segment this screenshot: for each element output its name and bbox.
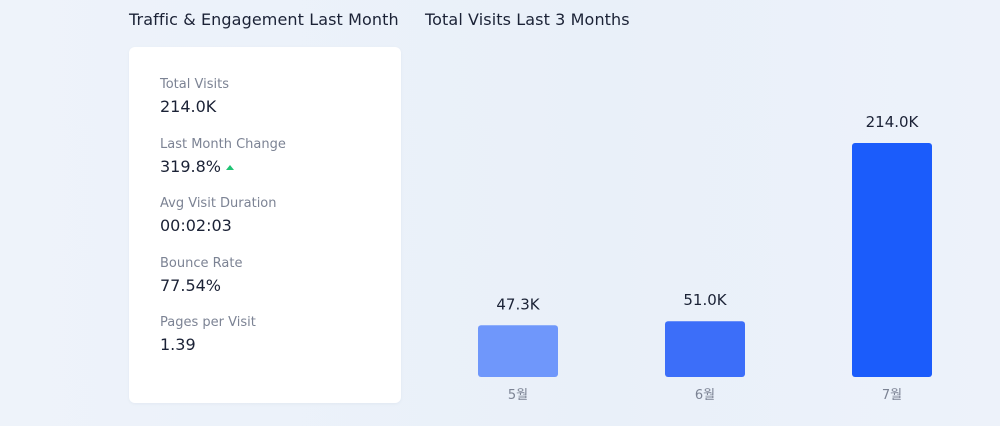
visits-bar-chart-svg: 47.3K 5월 51.0K 6월 214.0K 7월: [478, 113, 932, 403]
traffic-stats-card: Total Visits 214.0K Last Month Change 31…: [129, 47, 401, 403]
trend-up-icon: [226, 164, 235, 170]
x-tick-label: 5월: [508, 388, 528, 403]
bar-value-label: 51.0K: [683, 291, 727, 309]
stat-label: Last Month Change: [160, 137, 286, 152]
x-tick-label: 7월: [882, 388, 902, 403]
visits-bar-chart: 47.3K 5월 51.0K 6월 214.0K 7월: [425, 40, 985, 420]
x-tick-label: 6월: [695, 388, 715, 403]
bar-7월[interactable]: [852, 143, 932, 377]
stat-label: Bounce Rate: [160, 256, 243, 271]
stat-label: Total Visits: [160, 77, 229, 92]
bar-value-label: 47.3K: [496, 295, 540, 313]
stat-value: 00:02:03: [160, 216, 232, 235]
stat-label: Avg Visit Duration: [160, 196, 277, 211]
stat-value: 319.8%: [160, 157, 222, 176]
stat-pages-per-visit: Pages per Visit 1.39: [160, 315, 256, 355]
stat-avg-visit-duration: Avg Visit Duration 00:02:03: [160, 196, 277, 236]
bar-6월[interactable]: [665, 321, 745, 377]
bar-value-label: 214.0K: [866, 113, 920, 131]
visits-section-title: Total Visits Last 3 Months: [425, 10, 630, 29]
traffic-section-title: Traffic & Engagement Last Month: [129, 10, 399, 29]
stat-label: Pages per Visit: [160, 315, 256, 330]
stat-value: 214.0K: [160, 97, 217, 116]
stat-last-month-change: Last Month Change 319.8%: [160, 137, 286, 177]
bar-5월[interactable]: [478, 325, 558, 377]
stat-value: 1.39: [160, 335, 196, 354]
stat-value: 77.54%: [160, 276, 222, 295]
stat-total-visits: Total Visits 214.0K: [160, 77, 229, 117]
stat-bounce-rate: Bounce Rate 77.54%: [160, 256, 242, 296]
